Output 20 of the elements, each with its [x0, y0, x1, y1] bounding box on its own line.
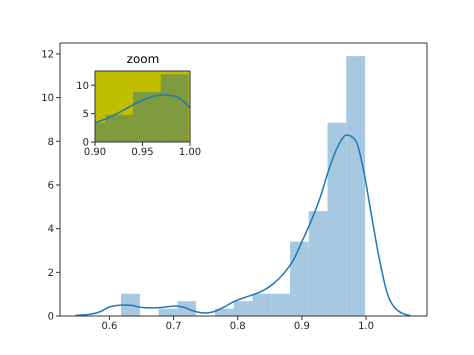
- x-tick-label: 0.7: [166, 321, 182, 332]
- y-tick-label: 8: [48, 136, 54, 148]
- y-tick-label: 12: [41, 49, 54, 60]
- y-tick-label: 0: [48, 312, 54, 323]
- x-tick-label: 0.8: [230, 321, 246, 332]
- line-series: [74, 134, 412, 316]
- x-tick-label: 1.0: [358, 321, 374, 332]
- y-tick-label: 6: [48, 180, 54, 192]
- x-tick-label: 1.00: [178, 147, 202, 158]
- y-tick-label: 5: [82, 109, 89, 120]
- y-tick-label: 10: [76, 80, 89, 92]
- y-tick-label: 2: [48, 268, 54, 279]
- y-tick-label: 4: [48, 224, 54, 236]
- x-tick-label: 0.90: [84, 147, 106, 158]
- chart-title: zoom: [126, 52, 160, 66]
- x-tick-label: 0.9: [294, 321, 310, 332]
- y-tick-label: 10: [41, 93, 54, 104]
- y-tick-label: 0: [82, 138, 89, 149]
- x-tick-label: 0.95: [131, 147, 154, 158]
- x-tick-label: 0.6: [101, 321, 118, 332]
